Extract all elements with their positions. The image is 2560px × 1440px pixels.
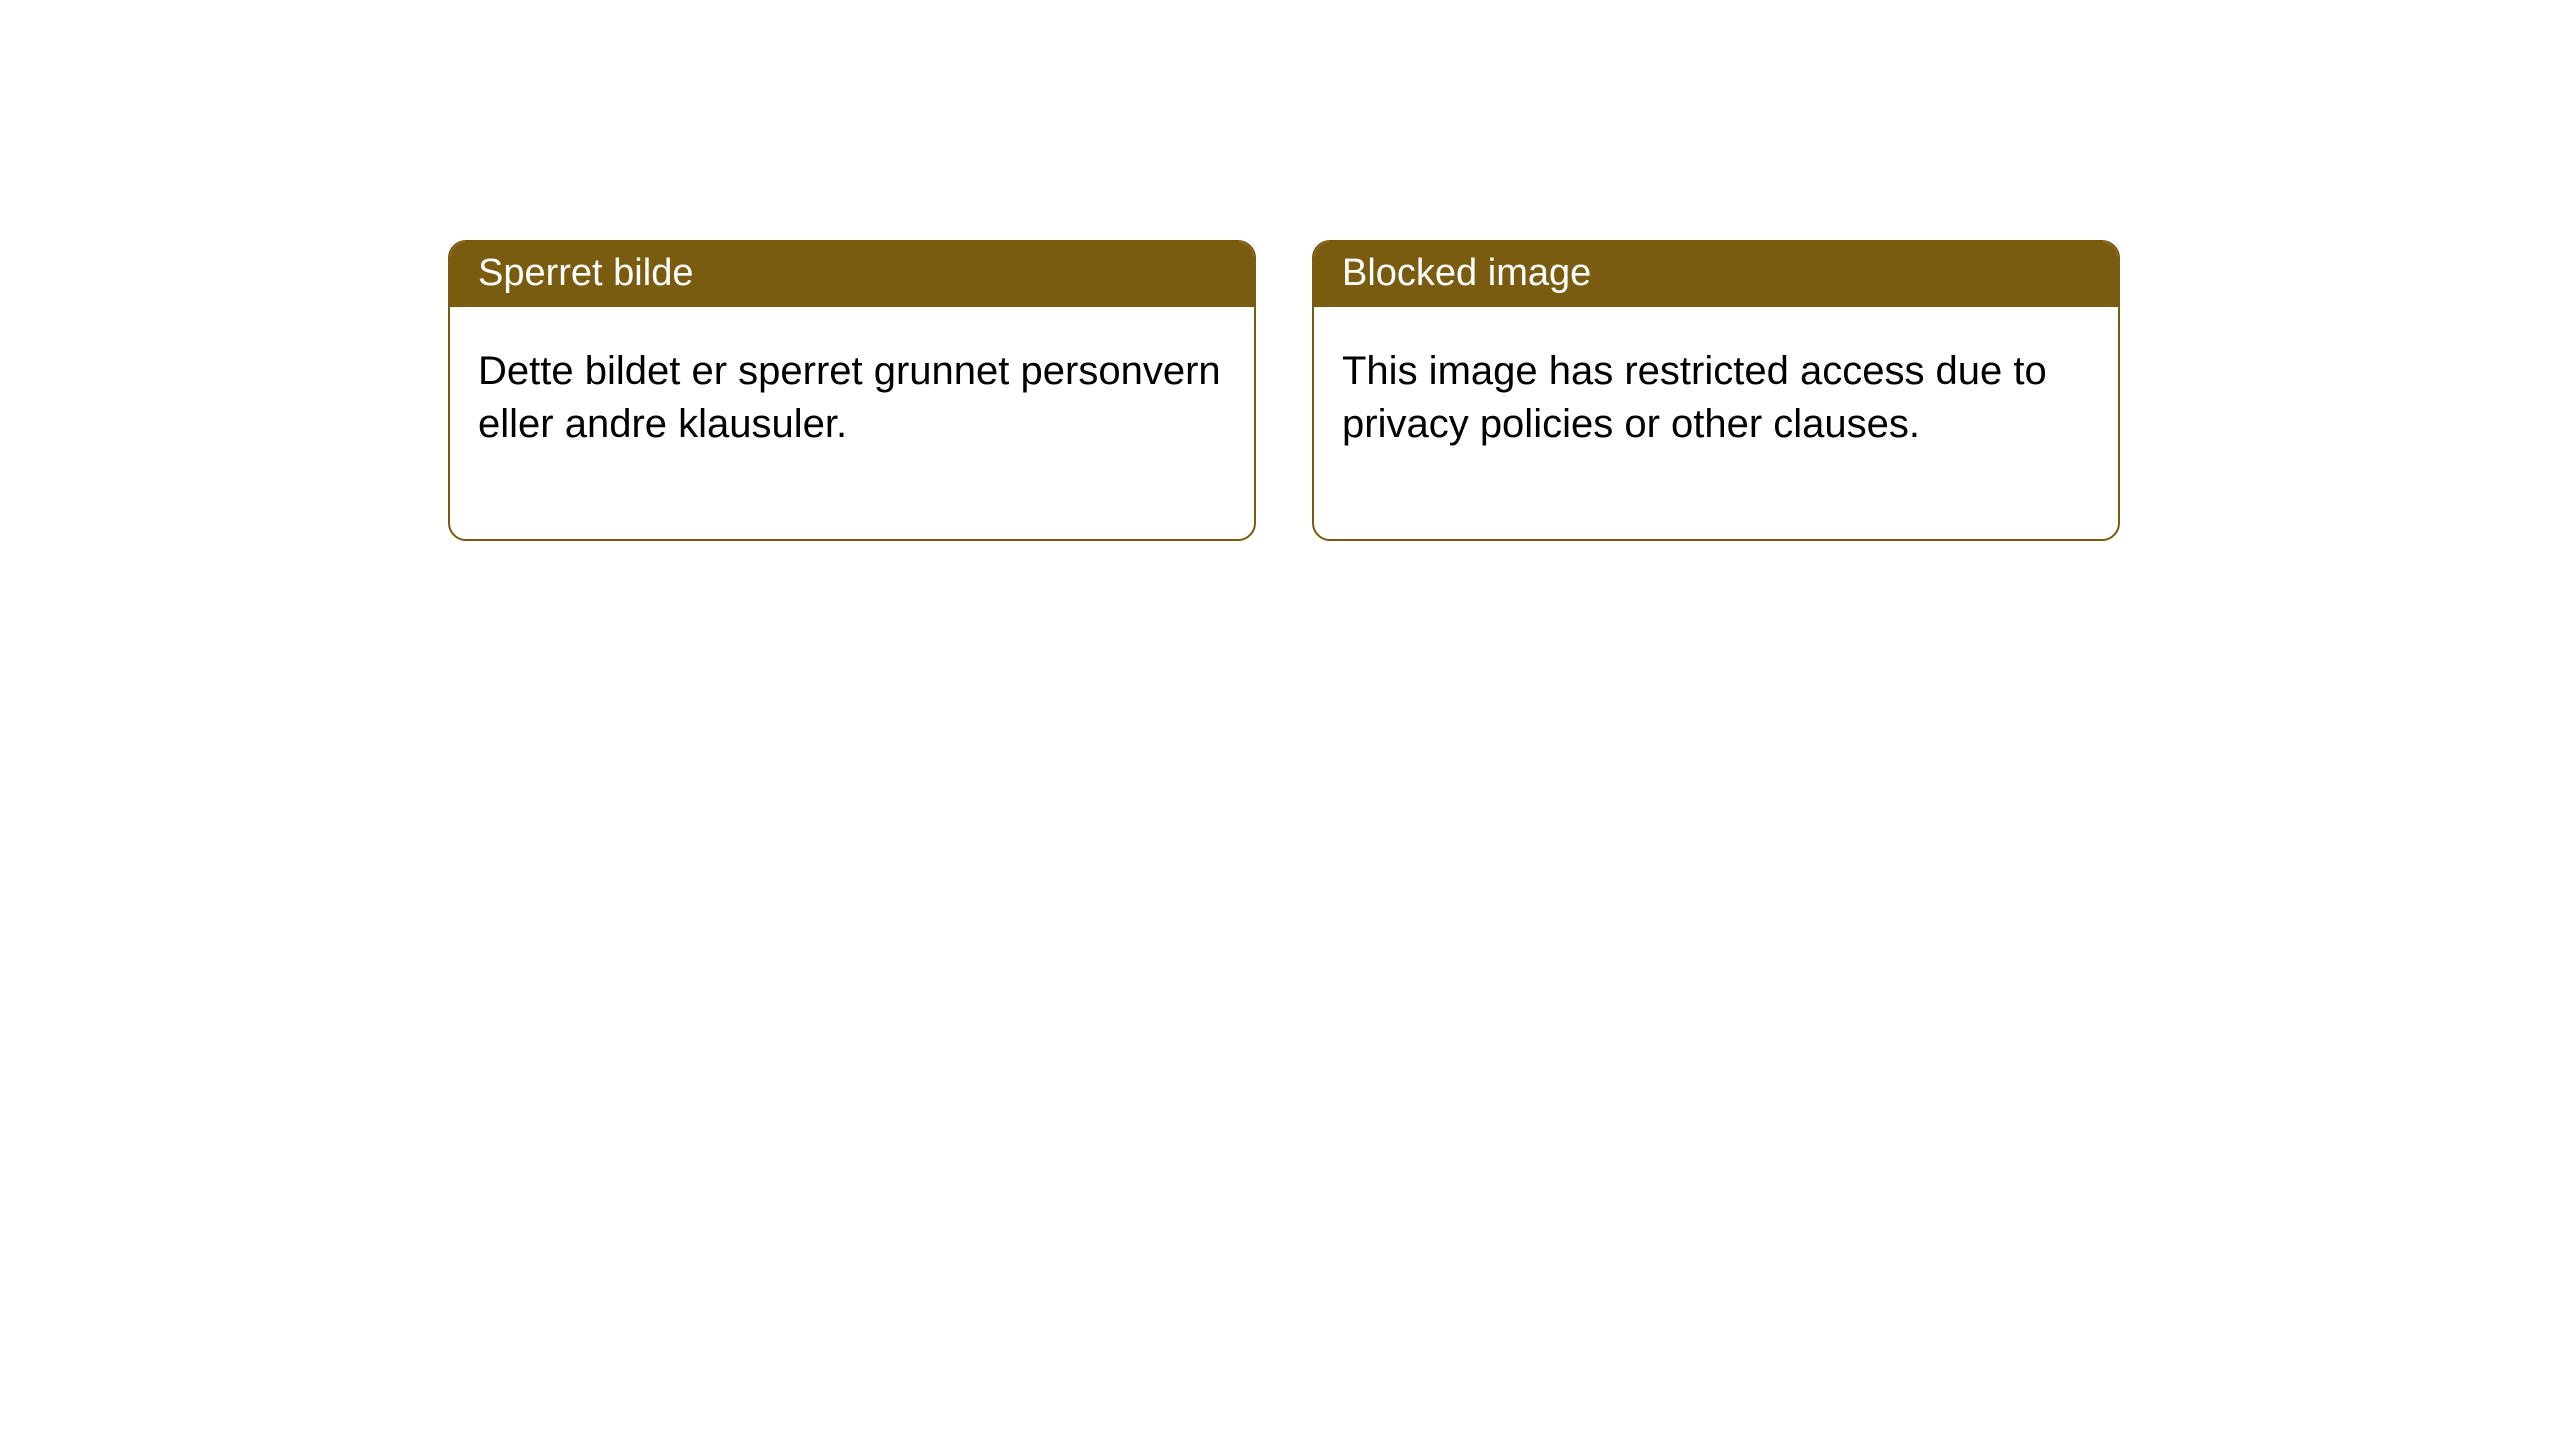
card-header: Sperret bilde xyxy=(450,242,1254,307)
card-header: Blocked image xyxy=(1314,242,2118,307)
card-body: Dette bildet er sperret grunnet personve… xyxy=(450,307,1254,539)
card-body-text: Dette bildet er sperret grunnet personve… xyxy=(478,349,1221,446)
card-header-text: Sperret bilde xyxy=(478,252,693,294)
card-body: This image has restricted access due to … xyxy=(1314,307,2118,539)
notice-card-norwegian: Sperret bilde Dette bildet er sperret gr… xyxy=(448,240,1256,541)
notice-card-english: Blocked image This image has restricted … xyxy=(1312,240,2120,541)
card-body-text: This image has restricted access due to … xyxy=(1342,349,2047,446)
notice-container: Sperret bilde Dette bildet er sperret gr… xyxy=(0,0,2560,541)
card-header-text: Blocked image xyxy=(1342,252,1591,294)
